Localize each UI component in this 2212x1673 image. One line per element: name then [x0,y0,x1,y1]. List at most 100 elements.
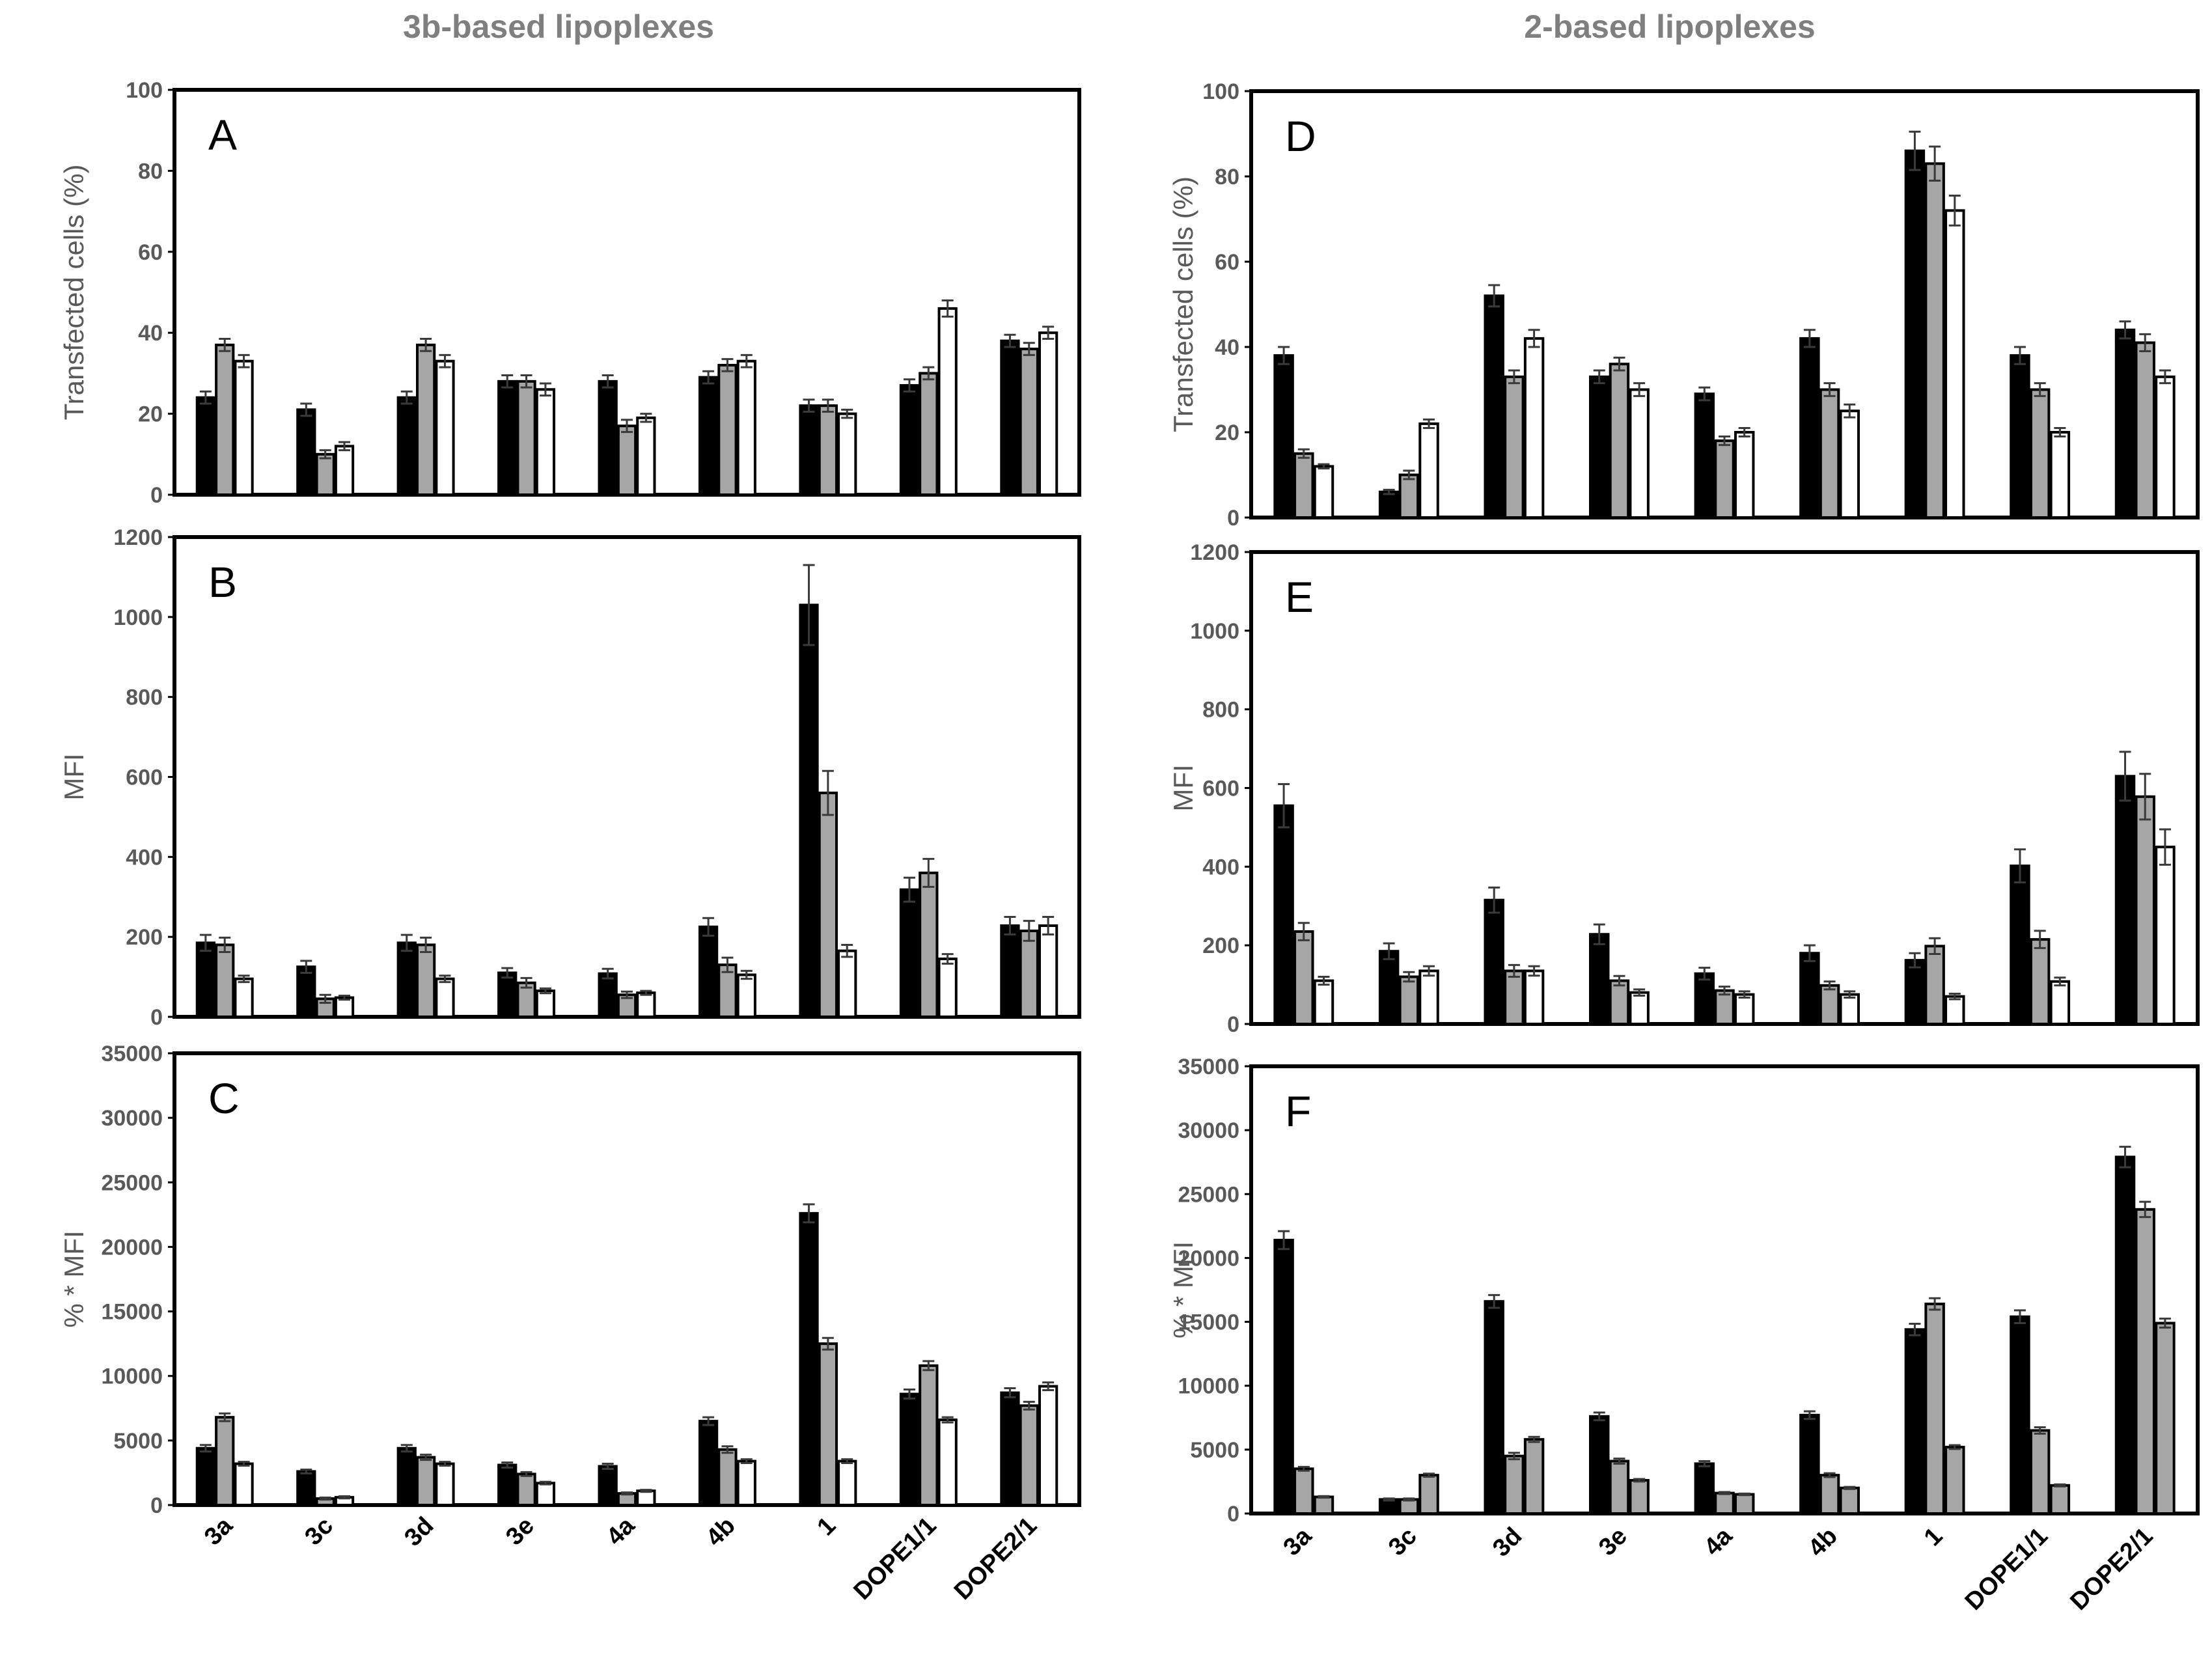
bar-black [396,941,417,1018]
bar-black [1484,294,1504,519]
bar-gray [616,424,637,497]
panel-label: B [208,558,237,606]
y-tick-label: 5000 [113,1429,163,1454]
panel-D: 0 20 40 60 80 100 Transfected cells (%) D [1168,79,2200,531]
panel-C: 0 5000 10000 15000 20000 25000 30000 35000 % * M… [59,1042,1081,1605]
bar-gray [1504,375,1525,519]
category-label: 3c [299,1512,339,1551]
bar-white [2049,980,2071,1025]
bar-gray [1019,1404,1039,1507]
bar-gray [1398,473,1420,519]
bar-gray [818,1342,838,1506]
bar-black [1694,1462,1715,1515]
category-label: DOPE2/1 [2065,1523,2158,1616]
y-tick-label: 100 [126,78,163,103]
bar-gray [818,792,838,1018]
bar-gray [2029,1429,2051,1515]
bar-white [1523,1438,1545,1515]
bar-gray [1293,1467,1314,1515]
bar-gray [1609,363,1630,519]
bar-white [1038,331,1058,497]
y-tick-label: 600 [1202,777,1239,801]
y-axis-label: Transfected cells (%) [59,165,89,421]
y-tick-label: 25000 [1178,1182,1239,1207]
bar-gray [717,963,738,1018]
bar-gray [516,1473,536,1506]
bar-white [1839,409,1860,519]
bar-gray [1609,1459,1630,1515]
bar-black [1378,490,1400,519]
bar-black [1000,339,1020,497]
bar-white [1839,993,1860,1025]
panel-label: E [1285,573,1314,621]
bar-gray [215,943,235,1018]
y-tick-label: 15000 [101,1300,163,1325]
bar-gray [1924,162,1945,519]
bar-black [396,396,417,496]
bar-black [2010,1315,2030,1515]
bar-white [1629,1478,1650,1515]
bar-white [1734,993,1755,1025]
y-tick-label: 20 [1215,421,1239,445]
bar-black [1799,1413,1820,1515]
bar-gray [1504,969,1525,1025]
y-axis-label: Transfected cells (%) [1168,176,1198,432]
bar-white [535,1482,556,1507]
bar-white [334,445,355,496]
bar-black [598,380,618,497]
bar-black [296,1470,316,1507]
bar-white [1313,465,1334,519]
plot-frame [1249,1064,2200,1515]
bar-gray [2135,795,2155,1025]
category-label: 3d [399,1512,439,1552]
bar-white [1944,995,1965,1026]
bar-white [2049,431,2071,519]
bar-white [636,416,656,497]
bar-black [598,972,618,1019]
bar-gray [315,452,335,496]
bar-white [1313,1495,1334,1515]
bar-black [2114,775,2136,1025]
bar-black [1589,933,1610,1025]
bar-gray [2029,388,2051,519]
bar-white [234,359,254,496]
category-label: 3d [1487,1523,1527,1562]
bar-white [1839,1486,1860,1515]
bar-gray [1714,1491,1735,1515]
y-tick-label: 1000 [113,605,163,630]
bar-black [698,925,719,1018]
y-axis-label: MFI [59,753,89,800]
bar-white [2155,1321,2176,1515]
bar-gray [415,1456,436,1506]
bar-white [937,307,958,496]
bar-gray [1398,1498,1420,1515]
category-label: 4b [701,1512,741,1552]
bar-black [1799,337,1820,519]
bar-gray [2135,1208,2155,1515]
y-tick-label: 10000 [101,1364,163,1389]
y-tick-label: 25000 [101,1170,163,1195]
bar-gray [215,343,235,496]
bar-black [598,1465,618,1507]
bar-gray [1609,979,1630,1025]
y-tick-label: 0 [150,483,163,508]
bar-white [435,977,455,1019]
bar-white [1629,388,1650,519]
bar-white [736,359,756,496]
bar-gray [717,1448,738,1506]
panel-F: 0 5000 10000 15000 20000 25000 30000 35000 % * M… [1168,1055,2200,1616]
bar-black [1904,149,1926,519]
bar-black [2010,354,2030,519]
bar-black [899,888,920,1018]
y-tick-label: 10000 [1178,1374,1239,1399]
bar-black [698,1420,719,1506]
bar-black [396,1446,417,1507]
bar-black [497,380,518,497]
panel-label: C [208,1074,240,1122]
category-label: 3e [1594,1523,1633,1562]
bar-gray [1293,930,1314,1026]
y-tick-label: 20000 [101,1235,163,1260]
y-axis-label: MFI [1168,764,1198,811]
y-tick-label: 0 [1227,1012,1239,1037]
y-tick-label: 800 [126,685,163,710]
